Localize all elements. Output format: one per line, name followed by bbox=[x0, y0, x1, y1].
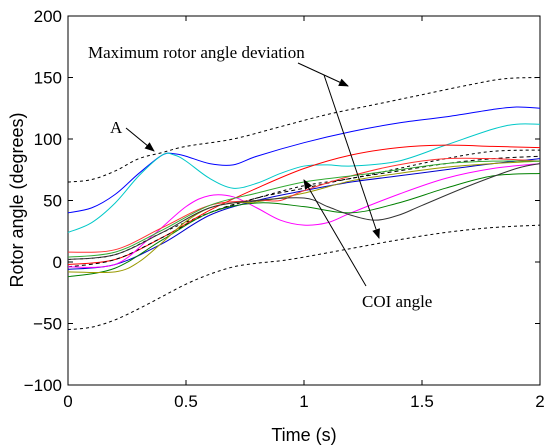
series-line-9 bbox=[67, 157, 541, 253]
x-axis-label: Time (s) bbox=[271, 425, 336, 445]
series-line-4 bbox=[67, 155, 541, 268]
tick-labels: 0 0.5 1 1.5 2 −100 −50 0 50 100 150 200 bbox=[24, 7, 545, 411]
arrow-point-a bbox=[125, 127, 155, 152]
x-tick-label: 2 bbox=[535, 392, 544, 411]
series-line-1 bbox=[67, 106, 541, 214]
x-tick-label: 0 bbox=[63, 392, 72, 411]
annotations: Maximum rotor angle deviation A COI angl… bbox=[88, 43, 432, 311]
series-line-2 bbox=[67, 123, 541, 233]
x-tick-label: 1.5 bbox=[410, 392, 434, 411]
series-line-7 bbox=[67, 172, 541, 278]
y-tick-label: 200 bbox=[34, 7, 62, 26]
arrow-max-lower bbox=[323, 74, 380, 239]
coi-annotation: COI angle bbox=[362, 292, 432, 311]
x-tick-label: 0.5 bbox=[174, 392, 198, 411]
series-line-10 bbox=[67, 163, 541, 261]
y-tick-label: 100 bbox=[34, 130, 62, 149]
y-tick-label: 150 bbox=[34, 69, 62, 88]
series-line-8 bbox=[67, 160, 541, 274]
axis-ticks bbox=[67, 15, 541, 386]
y-axis-label: Rotor angle (degrees) bbox=[7, 112, 27, 287]
series-line-3 bbox=[67, 144, 541, 265]
y-tick-label: 50 bbox=[43, 192, 62, 211]
y-tick-label: −100 bbox=[24, 376, 62, 395]
series-line-6 bbox=[67, 163, 541, 268]
data-series bbox=[67, 106, 541, 278]
bound-curves bbox=[67, 77, 541, 331]
arrow-max-upper bbox=[297, 62, 349, 87]
y-tick-label: 0 bbox=[53, 253, 62, 272]
bound-curve-upper bbox=[67, 77, 541, 183]
arrow-coi bbox=[303, 179, 367, 287]
x-tick-label: 1 bbox=[299, 392, 308, 411]
point-a-annotation: A bbox=[110, 118, 123, 137]
y-tick-label: −50 bbox=[33, 315, 62, 334]
plot-frame bbox=[67, 15, 541, 386]
max-deviation-annotation: Maximum rotor angle deviation bbox=[88, 43, 305, 62]
bound-curve-lower bbox=[67, 224, 541, 331]
